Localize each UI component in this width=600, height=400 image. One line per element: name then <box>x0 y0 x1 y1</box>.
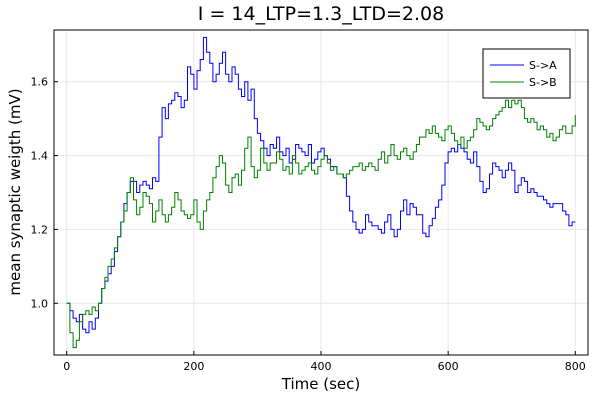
x-tick-label: 0 <box>63 360 70 373</box>
legend-label-s-a: S->A <box>529 59 557 72</box>
x-tick-label: 600 <box>438 360 459 373</box>
axis-ticks: 0 200 400 600 800 1.0 1.2 1.4 1.6 <box>31 76 586 373</box>
series-line-s-b <box>66 99 576 349</box>
chart-title: I = 14_LTP=1.3_LTD=2.08 <box>198 3 444 25</box>
y-tick-label: 1.4 <box>31 150 49 163</box>
x-axis-label: Time (sec) <box>281 375 360 393</box>
y-axis-label: mean synaptic weigth (mV) <box>6 88 24 295</box>
legend-box <box>482 48 571 99</box>
x-tick-label: 800 <box>565 360 586 373</box>
x-tick-label: 200 <box>183 360 204 373</box>
series-lines <box>66 36 576 349</box>
legend-label-s-b: S->B <box>529 76 557 89</box>
x-tick-label: 400 <box>311 360 332 373</box>
y-tick-label: 1.6 <box>31 76 49 89</box>
legend: S->A S->B <box>482 48 571 99</box>
y-tick-label: 1.0 <box>31 297 49 310</box>
y-tick-label: 1.2 <box>31 223 49 236</box>
series-line-s-a <box>66 36 576 334</box>
